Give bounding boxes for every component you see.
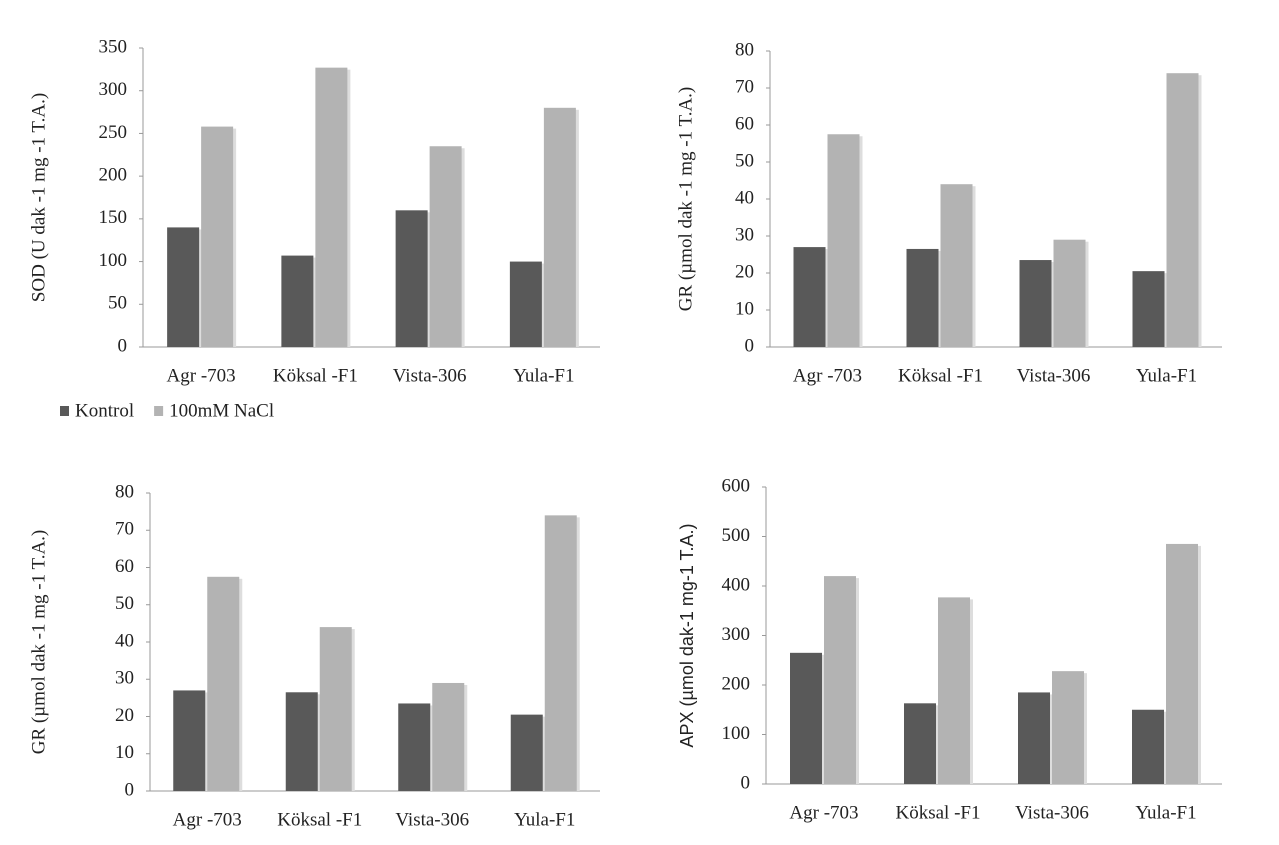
y-axis-label: GR (µmol dak -1 mg -1 T.A.): [675, 87, 696, 312]
y-tick-label: 0: [125, 779, 135, 800]
x-tick-label: Vista-306: [1017, 365, 1091, 386]
bar: [1018, 692, 1050, 784]
bar: [510, 714, 543, 791]
bar: [1166, 543, 1198, 784]
legend-label: Kontrol: [75, 400, 134, 421]
x-tick-label: Köksal -F1: [896, 802, 981, 823]
bar: [1053, 239, 1086, 347]
bar: [824, 576, 856, 784]
y-tick-label: 10: [115, 742, 134, 763]
legend-swatch: [60, 406, 69, 416]
y-tick-label: 500: [722, 525, 751, 546]
y-tick-label: 50: [115, 593, 134, 614]
y-tick-label: 40: [115, 630, 134, 651]
bar: [432, 682, 465, 791]
x-tick-label: Agr -703: [167, 365, 236, 386]
y-tick-label: 0: [741, 772, 751, 793]
y-tick-label: 20: [735, 261, 754, 282]
y-axis-label: SOD (U dak -1 mg -1 T.A.): [28, 93, 49, 302]
y-tick-label: 70: [735, 76, 754, 97]
legend-swatch: [154, 406, 164, 416]
y-tick-label: 100: [722, 723, 751, 744]
y-tick-label: 80: [735, 39, 754, 60]
y-tick-label: 400: [722, 574, 751, 595]
bar: [315, 67, 348, 348]
y-tick-label: 100: [99, 250, 128, 271]
bar: [1132, 709, 1164, 784]
y-tick-label: 200: [722, 673, 751, 694]
y-tick-label: 30: [115, 668, 134, 689]
bar: [398, 703, 431, 791]
y-tick-label: 80: [115, 481, 134, 502]
y-tick-label: 0: [118, 335, 128, 356]
bar: [793, 247, 826, 347]
bar: [544, 515, 577, 791]
y-tick-label: 200: [99, 165, 128, 186]
y-tick-label: 60: [115, 556, 134, 577]
legend-label: 100mM NaCl: [169, 400, 274, 421]
bar: [827, 134, 860, 347]
x-tick-label: Agr -703: [173, 809, 242, 830]
x-tick-label: Vista-306: [393, 365, 467, 386]
bar: [509, 261, 542, 347]
bar: [201, 126, 234, 347]
y-tick-label: 0: [745, 335, 755, 356]
y-tick-label: 30: [735, 224, 754, 245]
bar: [938, 597, 970, 784]
y-tick-label: 50: [735, 150, 754, 171]
x-tick-label: Vista-306: [395, 809, 469, 830]
bar: [1052, 671, 1084, 784]
bar: [1019, 260, 1052, 347]
y-tick-label: 10: [735, 298, 754, 319]
bar: [1166, 73, 1199, 347]
x-tick-label: Köksal -F1: [273, 365, 358, 386]
x-tick-label: Köksal -F1: [898, 365, 983, 386]
x-tick-label: Yula-F1: [514, 809, 575, 830]
x-tick-label: Vista-306: [1015, 802, 1089, 823]
y-tick-label: 40: [735, 187, 754, 208]
bar: [285, 692, 318, 791]
x-tick-label: Agr -703: [789, 802, 858, 823]
bar: [429, 146, 462, 347]
y-axis-label: GR (µmol dak -1 mg -1 T.A.): [28, 530, 49, 755]
y-tick-label: 50: [108, 293, 127, 314]
y-axis-label: APX (µmol dak-1 mg-1 T.A.): [677, 523, 697, 747]
x-tick-label: Yula-F1: [1135, 802, 1196, 823]
x-tick-label: Yula-F1: [1136, 365, 1197, 386]
y-tick-label: 20: [115, 705, 134, 726]
bar: [319, 627, 352, 791]
bar: [167, 227, 200, 347]
bar: [904, 703, 936, 784]
y-tick-label: 60: [735, 113, 754, 134]
y-tick-label: 300: [722, 624, 751, 645]
y-tick-label: 600: [722, 475, 751, 496]
x-tick-label: Köksal -F1: [277, 809, 362, 830]
y-tick-label: 150: [99, 207, 128, 228]
bar: [906, 248, 939, 347]
bar: [173, 690, 206, 791]
y-tick-label: 250: [99, 122, 128, 143]
y-tick-label: 350: [99, 36, 128, 57]
x-tick-label: Agr -703: [793, 365, 862, 386]
bar: [940, 184, 973, 347]
bar: [207, 576, 240, 791]
bar: [395, 210, 428, 347]
x-tick-label: Yula-F1: [513, 365, 574, 386]
bar: [1132, 271, 1165, 347]
y-tick-label: 300: [99, 79, 128, 100]
y-tick-label: 70: [115, 519, 134, 540]
bar: [543, 107, 576, 347]
bar: [281, 255, 314, 347]
bar: [790, 652, 822, 784]
